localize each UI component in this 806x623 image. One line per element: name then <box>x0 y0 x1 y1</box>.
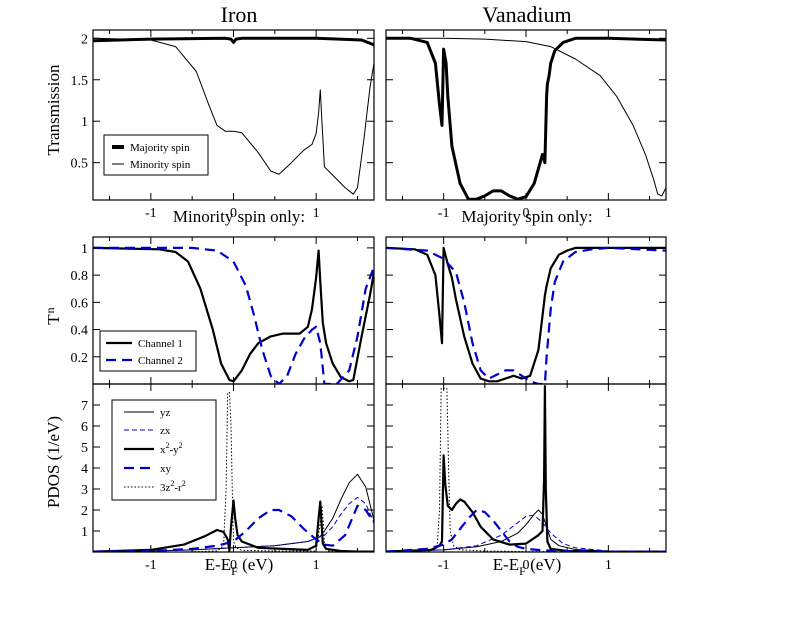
pdos-vanadium-xtick-label-2: 1 <box>605 558 612 573</box>
xlabel-energy-vanadium-sub: F <box>519 564 526 578</box>
transmission-vanadium-panel: -1 0 1 <box>385 29 667 221</box>
tx-vanadium-xtick-label-2: 1 <box>605 206 612 221</box>
ch-vanadium-series-channel-2 <box>386 246 666 384</box>
legend-z2-base: 3z <box>160 482 171 494</box>
pdos-vanadium-panel: -1 0 1 <box>385 383 667 573</box>
pdos-vanadium-xtick-label-1: 0 <box>523 558 530 573</box>
pdos-iron-ytick-label-1: 2 <box>81 504 88 519</box>
legend-xy-label: xy <box>160 463 172 475</box>
pdos-iron-series-x2-y2 <box>93 499 374 552</box>
pdos-vanadium-frame <box>385 383 667 553</box>
tx-iron-xtick-label-2: 1 <box>313 206 320 221</box>
legend-channel1-label: Channel 1 <box>138 338 183 350</box>
tx-vanadium-xtick-label-0: -1 <box>438 206 450 221</box>
legend-pdos: yz zx x2-y2 xy 3z2-r2 <box>111 399 217 501</box>
legend-z2-sup2: 2 <box>182 479 186 488</box>
pdos-vanadium-series-3z2-r2 <box>386 387 666 552</box>
legend-x2y2-sup2: 2 <box>179 441 183 450</box>
pdos-vanadium-series-yz <box>386 509 666 552</box>
tx-vanadium-series-minority-spin <box>386 37 666 197</box>
legend-channels-box <box>99 330 197 372</box>
pdos-iron-xtick-label-0: -1 <box>145 558 157 573</box>
title-vanadium: Vanadium <box>482 2 571 27</box>
legend-yz-label: yz <box>160 407 171 419</box>
pdos-iron-xtick-label-1: 0 <box>230 558 237 573</box>
channels-vanadium-panel <box>385 236 667 385</box>
xlabel-energy-iron-base: E-E <box>205 555 231 574</box>
pdos-iron-ytick-label-0: 1 <box>81 525 88 540</box>
pdos-vanadium-series-x2-y2 <box>386 385 666 552</box>
pdos-iron-ytick-label-2: 3 <box>81 483 88 498</box>
ylabel-pdos: PDOS (1/eV) <box>44 416 63 508</box>
pdos-vanadium-series-zx <box>386 514 666 552</box>
ch-vanadium-series-channel-1 <box>386 246 666 383</box>
legend-x2y2-sup1: 2 <box>166 441 170 450</box>
legend-x2y2-label: x2-y2 <box>160 441 183 456</box>
legend-minority-label: Minority spin <box>130 159 191 171</box>
pdos-iron-ytick-label-6: 7 <box>81 399 88 414</box>
legend-transmission-box <box>103 134 209 176</box>
tx-iron-ytick-label-0: 0.5 <box>71 157 89 172</box>
legend-z2-label: 3z2-r2 <box>160 479 186 494</box>
pdos-vanadium-xtick-label-0: -1 <box>438 558 450 573</box>
xlabel-energy-iron-tail: (eV) <box>238 555 273 574</box>
tx-vanadium-series-majority-spin <box>386 36 666 200</box>
pdos-iron-ytick-label-5: 6 <box>81 420 88 435</box>
legend-z2-mid: -r <box>174 482 182 494</box>
title-iron: Iron <box>221 2 258 27</box>
ch-iron-ytick-label-4: 1 <box>81 242 88 257</box>
ylabel-transmission: Transmission <box>44 64 63 156</box>
legend-channels: Channel 1 Channel 2 <box>99 330 197 372</box>
pdos-vanadium-series-xy <box>386 508 666 552</box>
ch-iron-series-channel-1 <box>93 246 374 383</box>
transmission-iron-panel: -1 0 1 0.5 1 1.5 2 <box>71 29 375 221</box>
ylabel-tn: Tn <box>43 307 63 324</box>
ylabel-tn-base: T <box>44 314 63 325</box>
xlabel-energy-vanadium: E-EF (eV) <box>493 555 562 578</box>
tx-iron-series-majority-spin <box>93 36 374 47</box>
pdos-iron-panel: -1 0 1 1 2 3 4 5 6 7 <box>81 383 375 573</box>
legend-z2-sup1: 2 <box>170 479 174 488</box>
xlabel-energy-iron: E-EF (eV) <box>205 555 274 578</box>
ch-iron-ytick-label-0: 0.2 <box>71 351 89 366</box>
ch-iron-ytick-label-2: 0.6 <box>71 296 89 311</box>
tx-iron-frame <box>92 29 375 201</box>
legend-x2y2-mid: -y <box>170 444 180 456</box>
pdos-iron-xtick-label-2: 1 <box>313 558 320 573</box>
ch-iron-ytick-label-3: 0.8 <box>71 269 89 284</box>
tx-iron-xtick-label-0: -1 <box>145 206 157 221</box>
tx-iron-ytick-label-2: 1.5 <box>71 74 89 89</box>
tx-vanadium-frame <box>385 29 667 201</box>
tx-iron-series-minority-spin <box>93 37 374 195</box>
pdos-iron-ytick-label-3: 4 <box>81 462 88 477</box>
legend-x2y2-base: x <box>160 444 166 456</box>
xlabel-energy-vanadium-tail: (eV) <box>526 555 561 574</box>
ylabel-tn-sub: n <box>43 307 57 313</box>
pdos-iron-frame <box>92 383 375 553</box>
pdos-iron-series-xy <box>93 504 374 552</box>
ch-iron-ytick-label-1: 0.4 <box>71 324 89 339</box>
legend-majority-label: Majority spin <box>130 142 190 154</box>
legend-channel2-label: Channel 2 <box>138 355 183 367</box>
pdos-iron-ytick-label-4: 5 <box>81 441 88 456</box>
tx-iron-ytick-label-3: 2 <box>81 32 88 47</box>
legend-transmission: Majority spin Minority spin <box>103 134 209 176</box>
tx-vanadium-xtick-label-1: 0 <box>523 206 530 221</box>
xlabel-majority-only: Majority spin only: <box>461 207 592 226</box>
ch-iron-series-channel-2 <box>93 246 374 384</box>
tx-iron-ytick-label-1: 1 <box>81 115 88 130</box>
xlabel-minority-only: Minority spin only: <box>173 207 305 226</box>
legend-zx-label: zx <box>160 425 171 437</box>
xlabel-energy-vanadium-base: E-E <box>493 555 519 574</box>
tx-iron-xtick-label-1: 0 <box>230 206 237 221</box>
xlabel-energy-iron-sub: F <box>231 564 238 578</box>
